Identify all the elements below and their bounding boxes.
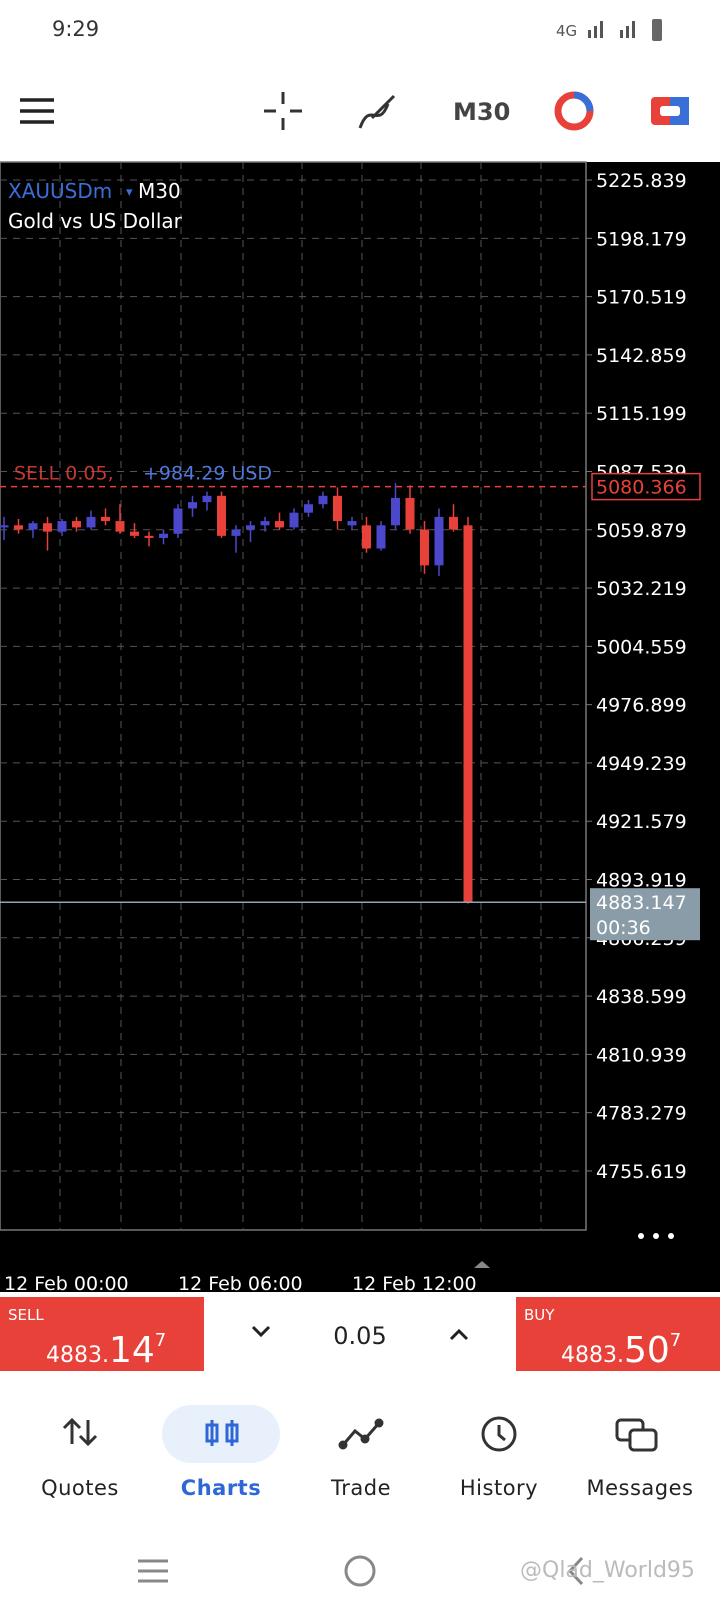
y-tick-label: 5225.839 — [596, 170, 687, 192]
candle-body — [72, 521, 81, 528]
candle-body — [115, 521, 125, 532]
candle-body — [376, 525, 386, 549]
crosshair-button[interactable] — [264, 92, 302, 130]
candle-body — [449, 516, 458, 530]
buy-price[interactable]: 4883.507 — [561, 1330, 681, 1371]
timeframe-button[interactable]: M30 — [453, 98, 510, 126]
y-tick-label: 4893.919 — [596, 870, 687, 892]
candle-body — [289, 512, 299, 528]
candle-body — [275, 521, 284, 528]
network: 4G — [556, 22, 577, 40]
bar-countdown: 00:36 — [596, 917, 651, 939]
menu-button[interactable] — [20, 98, 54, 124]
x-tick-label: 12 Feb 12:00 — [352, 1273, 477, 1295]
vertical-grid — [59, 162, 542, 1230]
position-price-box — [591, 472, 701, 501]
candle-body — [217, 495, 226, 536]
candle-body — [347, 521, 357, 526]
y-tick-label: 5059.879 — [596, 520, 687, 542]
candle-body — [362, 525, 371, 549]
candle-body — [420, 529, 429, 566]
symbol-description: Gold vs US Dollar — [8, 209, 183, 233]
candle-body — [405, 497, 415, 530]
candle-body — [260, 521, 270, 526]
bottom-nav: Quotes Charts Trade History Messages — [41, 1476, 693, 1500]
y-tick-label: 4921.579 — [596, 811, 687, 833]
position-price: 5080.366 — [596, 477, 687, 499]
chart-timeframe: M30 — [138, 179, 181, 203]
sell-button[interactable] — [0, 1297, 204, 1371]
candle-body — [391, 497, 400, 526]
system-nav — [138, 1555, 584, 1587]
candle-body — [434, 516, 444, 566]
buy-label: BUY — [524, 1306, 555, 1324]
candle-body — [333, 495, 342, 522]
buy-button[interactable] — [516, 1297, 720, 1371]
volume-down[interactable] — [251, 1325, 271, 1338]
volume-up[interactable] — [449, 1328, 469, 1341]
candle-body — [28, 523, 38, 530]
y-tick-label: 4783.279 — [596, 1103, 687, 1125]
watermark: @Qlad_World95 — [520, 1558, 695, 1583]
position-profit: +984.29 USD — [143, 463, 272, 485]
bid-price-box — [590, 888, 700, 941]
candle-body — [231, 529, 241, 536]
nav-item[interactable]: History — [460, 1476, 538, 1500]
y-tick-label: 5142.859 — [596, 345, 687, 367]
y-tick-label: 5032.219 — [596, 578, 687, 600]
candle-body — [57, 521, 67, 532]
volume[interactable]: 0.05 — [333, 1322, 386, 1350]
symbol-dropdown[interactable]: ▾ — [126, 185, 133, 200]
candle-body — [188, 502, 197, 509]
candle-body — [202, 495, 212, 503]
candle-body — [159, 533, 168, 538]
y-tick-label: 4949.239 — [596, 753, 687, 775]
y-tick-label: 4810.939 — [596, 1044, 687, 1066]
nav-item[interactable]: Charts — [181, 1476, 261, 1500]
trade-panel: SELL 4883.147 0.05 BUY 4883.507 — [0, 1297, 720, 1371]
objects-button[interactable] — [554, 91, 594, 131]
candle-body — [144, 535, 154, 538]
sell-label: SELL — [8, 1306, 44, 1324]
trade-button[interactable] — [651, 97, 689, 125]
candle-body — [101, 516, 110, 522]
x-tick-label: 12 Feb 06:00 — [178, 1273, 303, 1295]
nav-item[interactable]: Quotes — [41, 1476, 119, 1500]
y-tick-label: 4755.619 — [596, 1161, 687, 1183]
candle-body — [318, 495, 328, 505]
indicator-button[interactable] — [358, 94, 396, 129]
symbol[interactable]: XAUUSDm — [8, 179, 112, 203]
candle-body — [0, 525, 9, 528]
candle-body — [14, 525, 23, 530]
nav-item[interactable]: Trade — [330, 1476, 391, 1500]
signal-icons — [588, 19, 662, 41]
y-tick-label: 5004.559 — [596, 636, 687, 658]
candle-body — [246, 525, 255, 530]
y-tick-label: 5115.199 — [596, 403, 687, 425]
y-tick-label: 4838.599 — [596, 986, 687, 1008]
position-label: SELL 0.05, — [14, 463, 114, 485]
y-tick-label: 5170.519 — [596, 287, 687, 309]
sell-price[interactable]: 4883.147 — [46, 1330, 166, 1371]
chart-area: XAUUSDm ▾ M30 Gold vs US Dollar 5225.839… — [0, 161, 720, 1295]
candle-body — [463, 525, 473, 903]
candle-body — [130, 531, 139, 536]
nav-item[interactable]: Messages — [587, 1476, 694, 1500]
candle-body — [173, 508, 183, 534]
bid-price: 4883.147 — [596, 892, 687, 914]
x-tick-label: 12 Feb 00:00 — [4, 1273, 129, 1295]
candle-body — [86, 516, 96, 528]
candle-body — [304, 504, 313, 513]
candle-body — [43, 523, 52, 532]
nav-icons — [62, 1405, 658, 1463]
y-tick-label: 4976.899 — [596, 695, 687, 717]
status-time: 9:29 — [52, 17, 99, 41]
y-tick-label: 5198.179 — [596, 228, 687, 250]
